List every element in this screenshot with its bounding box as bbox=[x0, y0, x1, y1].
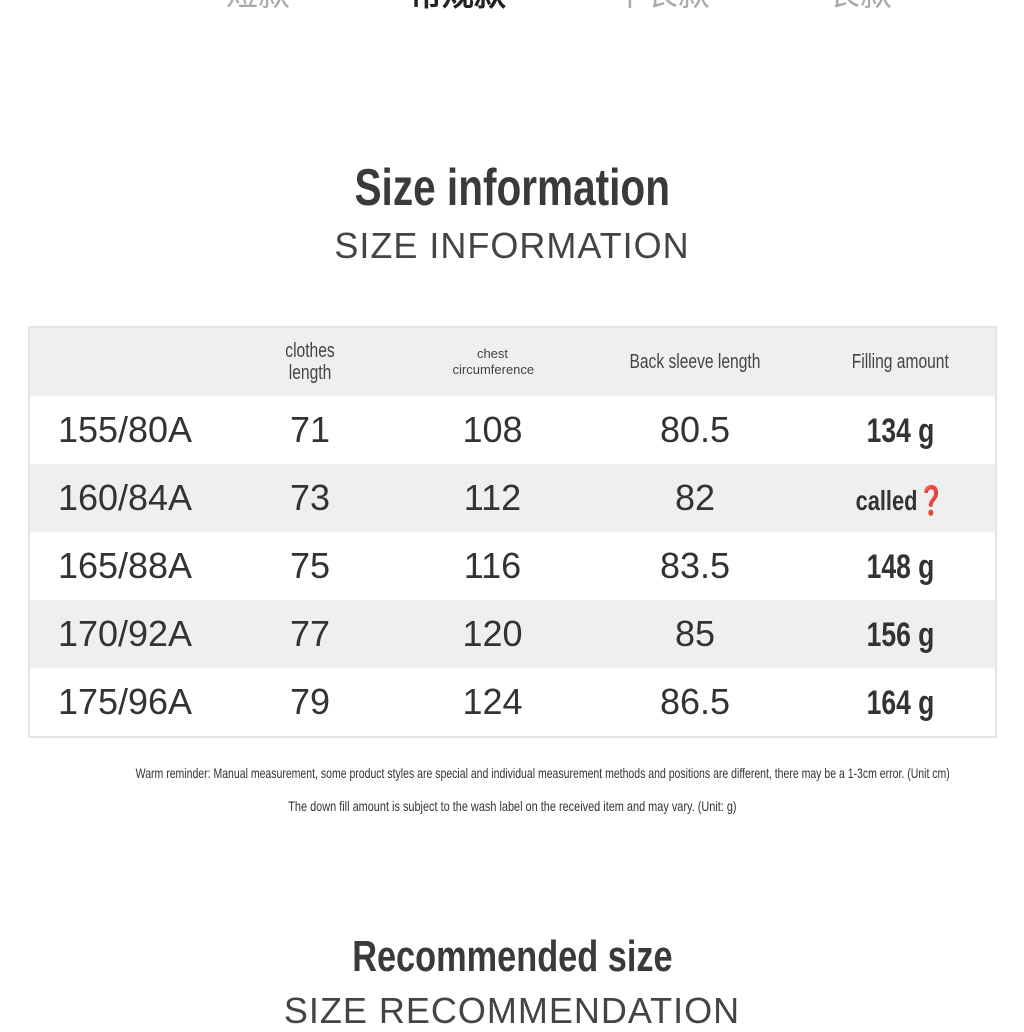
filling-cell: 148 g bbox=[866, 548, 934, 586]
table-row: 170/92A 77 120 85 156 g bbox=[29, 600, 996, 668]
style-tab-mid-long[interactable]: 中长款 bbox=[562, 0, 762, 10]
size-cell: 170/92A bbox=[29, 600, 220, 668]
size-cell: 165/88A bbox=[57, 545, 193, 586]
table-row: 165/88A 75 116 83.5 148 g bbox=[29, 532, 996, 600]
table-row: 160/84A 73 112 82 called❓ bbox=[29, 464, 996, 532]
recommend-title: Recommended size bbox=[351, 932, 673, 981]
sleeve-cell: 83.5 bbox=[659, 545, 731, 586]
style-tab-regular[interactable]: 常规款 bbox=[358, 0, 558, 10]
sleeve-cell: 86.5 bbox=[659, 681, 731, 722]
filling-cell: called❓ bbox=[805, 464, 996, 532]
size-table: clothes length chest circumference Back … bbox=[28, 326, 997, 738]
style-tab-short[interactable]: 短款 bbox=[158, 0, 358, 10]
size-cell: 155/80A bbox=[57, 409, 193, 450]
table-row: 175/96A 79 124 86.5 164 g bbox=[29, 668, 996, 737]
size-cell: 175/96A bbox=[57, 681, 193, 722]
size-info-title: Size information bbox=[354, 159, 670, 217]
chest-cell: 116 bbox=[463, 545, 522, 586]
length-cell: 77 bbox=[220, 600, 400, 668]
table-header-row: clothes length chest circumference Back … bbox=[29, 327, 996, 396]
chest-cell: 112 bbox=[400, 464, 585, 532]
header-size bbox=[29, 327, 220, 396]
filling-cell: 134 g bbox=[866, 412, 934, 450]
chest-cell: 124 bbox=[462, 681, 523, 722]
sleeve-cell: 82 bbox=[585, 464, 805, 532]
header-filling: Filling amount bbox=[805, 327, 996, 396]
recommend-subtitle: SIZE RECOMMENDATION bbox=[283, 990, 741, 1031]
chest-cell: 108 bbox=[462, 409, 523, 450]
filling-cell: 164 g bbox=[866, 684, 934, 722]
warm-reminder-note: Warm reminder: Manual measurement, some … bbox=[135, 765, 950, 781]
table-row: 155/80A 71 108 80.5 134 g bbox=[29, 396, 996, 464]
header-sleeve: Back sleeve length bbox=[585, 327, 805, 396]
sleeve-cell: 85 bbox=[585, 600, 805, 668]
size-info-subtitle: SIZE INFORMATION bbox=[334, 225, 690, 266]
size-cell: 160/84A bbox=[29, 464, 220, 532]
header-clothes-length: clothes length bbox=[220, 327, 400, 396]
length-cell: 75 bbox=[289, 545, 331, 586]
length-cell: 73 bbox=[220, 464, 400, 532]
sleeve-cell: 80.5 bbox=[659, 409, 731, 450]
down-fill-note: The down fill amount is subject to the w… bbox=[287, 798, 737, 814]
filling-cell: 156 g bbox=[805, 600, 996, 668]
chest-cell: 120 bbox=[400, 600, 585, 668]
style-tab-long[interactable]: 长款 bbox=[760, 0, 960, 10]
length-cell: 79 bbox=[289, 681, 331, 722]
header-chest: chest circumference bbox=[400, 327, 585, 396]
length-cell: 71 bbox=[289, 409, 331, 450]
